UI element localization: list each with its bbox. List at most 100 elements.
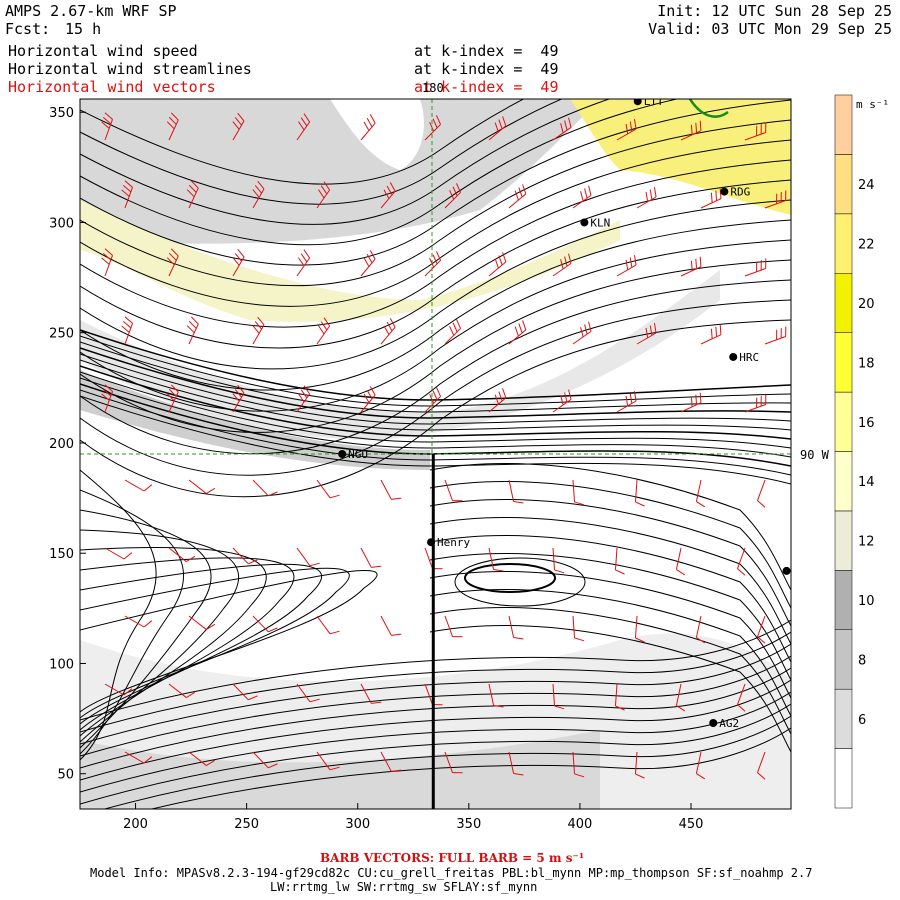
- barb-feather: [363, 393, 370, 403]
- wind-barb: [757, 615, 766, 644]
- streamline: [80, 99, 563, 205]
- barb-feather: [170, 112, 179, 121]
- barb-staff: [444, 192, 461, 209]
- barb-staff: [444, 615, 453, 637]
- barb-staff: [232, 256, 245, 277]
- wind-barb: [488, 116, 507, 141]
- wind-barb: [316, 751, 340, 771]
- wind-barb: [380, 751, 402, 772]
- barb-feather: [300, 253, 308, 263]
- barb-staff: [424, 683, 433, 705]
- wind-barb: [636, 187, 657, 209]
- barb-feather: [143, 620, 153, 628]
- barb-staff: [104, 119, 113, 141]
- barb-staff: [188, 479, 207, 494]
- barb-staff: [572, 479, 576, 502]
- barb-staff: [508, 479, 515, 502]
- station-label: NGU: [348, 448, 368, 461]
- barb-feather: [309, 698, 320, 703]
- barb-feather: [645, 327, 649, 338]
- barb-staff: [232, 120, 245, 141]
- wind-barb: [695, 479, 706, 508]
- colorbar-segment: [834, 570, 853, 630]
- wind-barb: [757, 751, 766, 780]
- barb-staff: [634, 479, 638, 502]
- wind-barb: [675, 683, 686, 712]
- barb-feather: [232, 257, 240, 266]
- barb-staff: [360, 258, 376, 277]
- barb-feather: [190, 316, 199, 325]
- streamline: [80, 119, 791, 287]
- barb-feather: [498, 119, 503, 130]
- wind-barb: [488, 388, 507, 413]
- x-tick-label: 400: [568, 817, 593, 832]
- barb-staff: [572, 330, 592, 345]
- wind-barb: [675, 547, 686, 576]
- barb-feather: [257, 316, 265, 326]
- barb-feather: [166, 121, 175, 130]
- barb-feather: [629, 257, 633, 268]
- y-tick-label: 150: [49, 547, 74, 562]
- wind-barb: [614, 683, 625, 711]
- barb-feather: [435, 115, 442, 125]
- parallel-label: 90 W: [800, 448, 830, 462]
- barb-feather: [676, 705, 686, 712]
- barb-feather: [188, 320, 197, 329]
- wind-barb: [316, 317, 331, 345]
- streamline: [80, 239, 791, 412]
- wind-barb: [757, 479, 766, 508]
- wind-barb: [680, 392, 702, 413]
- barb-staff: [616, 128, 637, 141]
- streamline: [80, 371, 791, 449]
- barb-feather: [237, 112, 245, 122]
- model-title: AMPS 2.67-km WRF SP: [5, 2, 177, 20]
- colorbar-label: 24: [858, 178, 875, 193]
- wind-barb: [380, 182, 396, 209]
- barb-feather: [494, 122, 499, 133]
- barb-feather: [649, 189, 653, 200]
- barb-feather: [429, 393, 435, 404]
- barb-staff: [614, 683, 618, 706]
- barb-feather: [268, 763, 278, 769]
- streamline: [80, 667, 791, 769]
- barb-staff: [488, 683, 495, 706]
- barb-feather: [329, 494, 340, 499]
- barb-staff: [168, 391, 179, 413]
- barb-feather: [300, 117, 308, 127]
- wind-barb: [488, 683, 504, 708]
- barb-staff: [744, 132, 766, 141]
- barb-feather: [493, 569, 504, 572]
- colorbar-segment: [834, 391, 853, 452]
- barb-feather: [102, 252, 112, 261]
- streamline: [80, 557, 295, 731]
- barb-feather: [237, 248, 245, 258]
- barb-feather: [696, 773, 706, 780]
- barb-staff: [360, 122, 376, 141]
- barb-feather: [554, 705, 565, 710]
- speed-shading: [80, 370, 430, 470]
- streamline: [80, 679, 791, 781]
- forecast-label: Fcst:: [5, 20, 51, 38]
- barb-feather: [560, 259, 564, 270]
- streamline: [80, 546, 267, 737]
- barb-feather: [303, 249, 311, 259]
- streamline: [429, 535, 791, 663]
- wind-barb: [700, 188, 722, 209]
- barb-feather: [695, 394, 698, 405]
- barb-feather: [625, 259, 629, 270]
- forecast-value: 15 h: [65, 20, 102, 38]
- y-tick-label: 350: [49, 106, 74, 121]
- barb-staff: [680, 402, 702, 413]
- barb-staff: [124, 323, 133, 345]
- barb-feather: [206, 487, 216, 494]
- init-time: Init: 12 UTC Sun 28 Sep 25: [657, 2, 892, 20]
- barb-staff: [104, 255, 113, 277]
- barb-feather: [268, 491, 278, 497]
- streamline: [80, 377, 791, 458]
- x-tick-label: 300: [345, 817, 370, 832]
- wind-barb: [188, 479, 216, 494]
- barb-staff: [124, 751, 145, 764]
- barb-feather: [580, 327, 584, 338]
- barb-feather: [257, 180, 265, 190]
- barb-feather: [629, 393, 633, 404]
